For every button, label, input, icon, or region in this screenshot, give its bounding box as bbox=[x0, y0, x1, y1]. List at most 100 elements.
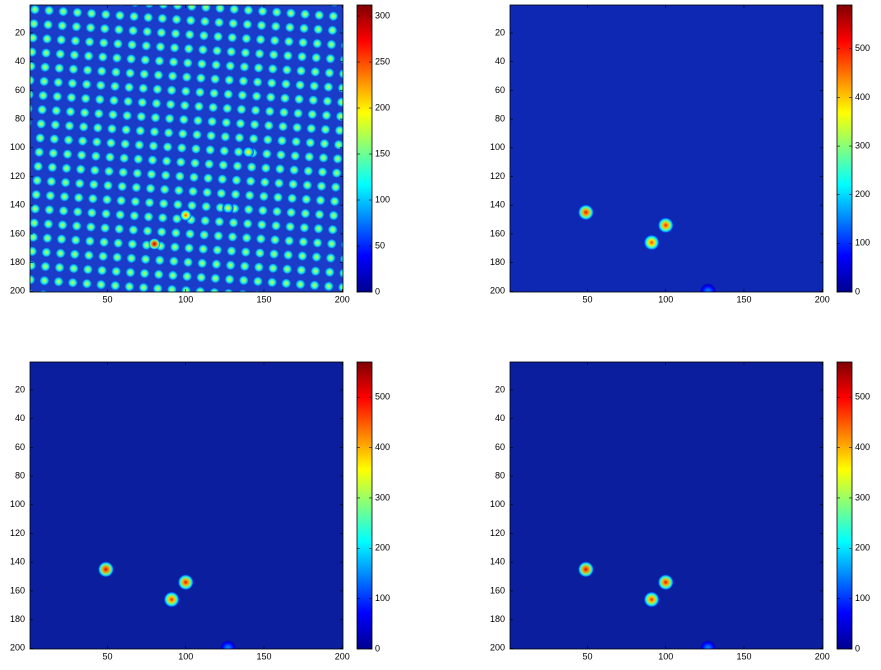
colorbar-tick-label: 400 bbox=[855, 442, 870, 452]
colorbar-tick-label: 500 bbox=[375, 392, 390, 402]
peak bbox=[221, 202, 234, 215]
y-tick-label: 100 bbox=[10, 142, 25, 152]
y-tick-label: 40 bbox=[495, 56, 505, 66]
x-tick-label: 150 bbox=[256, 651, 271, 661]
colorbar-tick-label: 100 bbox=[375, 194, 390, 204]
x-tick-label: 100 bbox=[658, 651, 673, 661]
peak bbox=[657, 574, 674, 591]
y-tick-label: 80 bbox=[15, 113, 25, 123]
colorbar-tick-label: 500 bbox=[855, 392, 870, 402]
colorbar bbox=[356, 4, 373, 293]
y-tick-label: 40 bbox=[15, 413, 25, 423]
y-tick-label: 60 bbox=[495, 442, 505, 452]
colorbar-tick-label: 50 bbox=[375, 240, 385, 250]
colorbar-tick-label: 0 bbox=[375, 286, 380, 296]
colorbar-tick-label: 100 bbox=[855, 238, 870, 248]
y-tick-label: 160 bbox=[490, 585, 505, 595]
y-tick-label: 100 bbox=[490, 499, 505, 509]
y-tick-label: 180 bbox=[490, 614, 505, 624]
colorbar-tick-label: 100 bbox=[375, 593, 390, 603]
peak bbox=[577, 204, 594, 221]
y-tick-label: 200 bbox=[490, 286, 505, 296]
peak bbox=[699, 283, 716, 292]
peak bbox=[179, 209, 192, 222]
y-tick-label: 60 bbox=[495, 85, 505, 95]
y-tick-label: 200 bbox=[10, 643, 25, 653]
colorbar bbox=[356, 361, 373, 650]
y-tick-label: 20 bbox=[495, 27, 505, 37]
colorbar-tick-label: 300 bbox=[855, 492, 870, 502]
colorbar-tick-label: 200 bbox=[375, 102, 390, 112]
y-tick-label: 140 bbox=[490, 557, 505, 567]
peak bbox=[699, 640, 716, 649]
y-tick-label: 160 bbox=[10, 585, 25, 595]
x-tick-label: 100 bbox=[658, 294, 673, 304]
y-tick-label: 120 bbox=[490, 528, 505, 538]
colorbar-tick-label: 200 bbox=[375, 543, 390, 553]
colorbar-tick-label: 100 bbox=[855, 593, 870, 603]
x-tick-label: 50 bbox=[102, 651, 112, 661]
image bbox=[510, 5, 823, 292]
y-tick-label: 100 bbox=[490, 142, 505, 152]
y-tick-label: 140 bbox=[10, 557, 25, 567]
axes-box bbox=[509, 4, 824, 293]
colorbar bbox=[836, 361, 853, 650]
image bbox=[510, 362, 823, 649]
y-tick-label: 20 bbox=[15, 384, 25, 394]
y-tick-label: 140 bbox=[10, 200, 25, 210]
peak bbox=[643, 234, 660, 251]
y-tick-label: 180 bbox=[10, 257, 25, 267]
image-background bbox=[510, 362, 823, 649]
heatmap-panel: 50 100 150 200 20 40 60 80 100 120 140 160 180 200 0 50… bbox=[10, 4, 390, 304]
x-tick-label: 200 bbox=[815, 651, 830, 661]
x-tick-label: 50 bbox=[582, 294, 592, 304]
y-tick-label: 80 bbox=[495, 470, 505, 480]
y-tick-label: 140 bbox=[490, 200, 505, 210]
colorbar-tick-label: 300 bbox=[855, 140, 870, 150]
peak bbox=[163, 591, 180, 608]
peak bbox=[97, 561, 114, 578]
colorbar-tick-label: 200 bbox=[855, 189, 870, 199]
image-background bbox=[510, 5, 823, 292]
y-tick-label: 40 bbox=[495, 413, 505, 423]
colorbar-tick-label: 200 bbox=[855, 543, 870, 553]
colorbar-tick-label: 150 bbox=[375, 148, 390, 158]
colorbar-tick-label: 0 bbox=[855, 643, 860, 653]
lattice bbox=[30, 5, 343, 292]
colorbar-tick-label: 300 bbox=[375, 10, 390, 20]
peak bbox=[643, 591, 660, 608]
image-background bbox=[30, 362, 343, 649]
colorbar-tick-label: 400 bbox=[855, 92, 870, 102]
peak bbox=[219, 640, 236, 649]
heatmap-panel: 50 100 150 200 20 40 60 80 100 120 140 160 180 200 0 10… bbox=[490, 361, 870, 661]
y-tick-label: 20 bbox=[495, 384, 505, 394]
image bbox=[30, 5, 343, 292]
y-tick-label: 20 bbox=[15, 27, 25, 37]
y-tick-label: 180 bbox=[10, 614, 25, 624]
y-tick-label: 180 bbox=[490, 257, 505, 267]
x-tick-label: 150 bbox=[256, 294, 271, 304]
y-tick-label: 120 bbox=[10, 528, 25, 538]
y-tick-label: 120 bbox=[490, 171, 505, 181]
y-tick-label: 80 bbox=[15, 470, 25, 480]
y-tick-label: 200 bbox=[490, 643, 505, 653]
x-tick-label: 150 bbox=[736, 651, 751, 661]
y-tick-label: 60 bbox=[15, 85, 25, 95]
y-tick-label: 160 bbox=[10, 228, 25, 238]
y-tick-label: 200 bbox=[10, 286, 25, 296]
colorbar-tick-label: 0 bbox=[375, 643, 380, 653]
x-tick-label: 50 bbox=[582, 651, 592, 661]
axes-box bbox=[509, 361, 824, 650]
colorbar-tick-label: 0 bbox=[855, 286, 860, 296]
x-tick-label: 150 bbox=[736, 294, 751, 304]
colorbar-tick-label: 250 bbox=[375, 56, 390, 66]
axes-box bbox=[29, 361, 344, 650]
x-tick-label: 100 bbox=[178, 651, 193, 661]
x-tick-label: 50 bbox=[102, 294, 112, 304]
y-tick-label: 100 bbox=[10, 499, 25, 509]
y-tick-label: 40 bbox=[15, 56, 25, 66]
heatmap-panel: 50 100 150 200 20 40 60 80 100 120 140 160 180 200 0 10… bbox=[490, 4, 870, 304]
peak bbox=[657, 217, 674, 234]
y-tick-label: 60 bbox=[15, 442, 25, 452]
